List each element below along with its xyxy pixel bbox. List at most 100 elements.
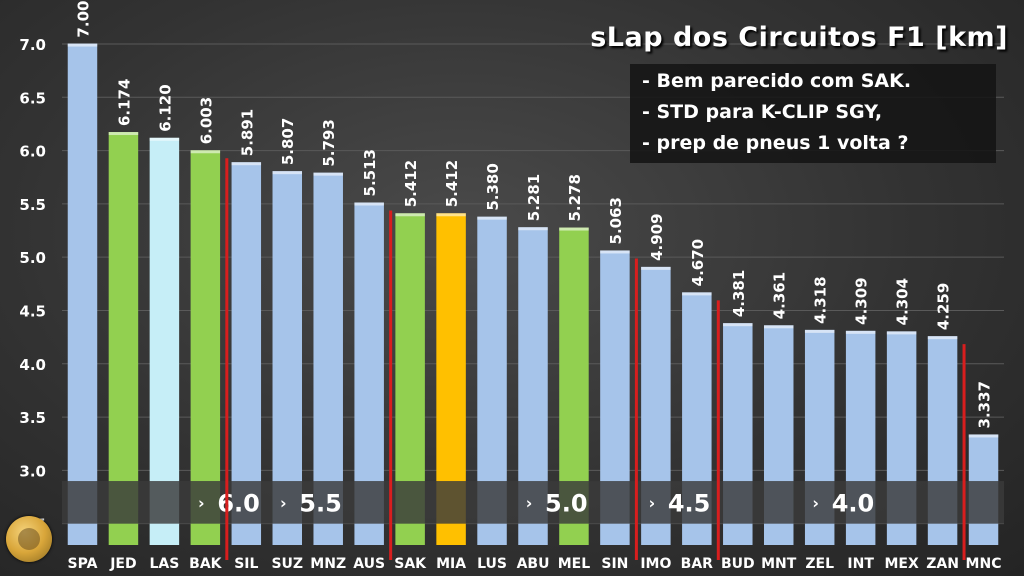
- x-tick-label: AUS: [353, 556, 385, 572]
- bar: [108, 132, 139, 545]
- x-tick-label: BAK: [189, 556, 223, 572]
- bar-value-label: 5.513: [361, 149, 379, 196]
- bar-value-label: 4.318: [812, 276, 830, 323]
- bar-highlight: [559, 227, 589, 231]
- y-tick-label: 4.5: [19, 302, 46, 320]
- bar-value-label: 5.380: [484, 163, 502, 210]
- bar-value-label: 4.909: [648, 213, 666, 260]
- x-tick-label: MNZ: [310, 556, 346, 572]
- x-tick-label: SIN: [601, 556, 628, 572]
- chevron-icon: ›: [526, 493, 533, 512]
- bar-highlight: [682, 292, 712, 296]
- bar-highlight: [886, 331, 917, 335]
- x-tick-label: SAK: [394, 556, 427, 572]
- y-tick-label: 5.5: [19, 196, 46, 214]
- bar: [67, 43, 98, 546]
- notes-box: - Bem parecido com SAK. - STD para K-CLI…: [630, 64, 996, 163]
- x-tick-label: BUD: [721, 556, 755, 572]
- bar-value-label: 6.174: [115, 79, 133, 126]
- bar-highlight: [313, 172, 343, 176]
- y-tick-label: 6.0: [19, 143, 46, 161]
- band-label: 4.5: [668, 489, 711, 517]
- y-tick-label: 7.0: [19, 36, 46, 54]
- x-tick-label: MNC: [966, 556, 1002, 572]
- bar-highlight: [395, 213, 425, 217]
- x-tick-label: MEX: [884, 556, 918, 572]
- bar-highlight: [968, 434, 999, 438]
- bar-highlight: [272, 171, 303, 175]
- x-tick-label: BAR: [681, 556, 714, 572]
- bar-value-label: 4.381: [730, 270, 748, 317]
- bar-highlight: [518, 227, 548, 231]
- band-label: 5.0: [545, 489, 588, 517]
- bar-value-label: 4.309: [853, 277, 871, 324]
- note-line-3: - prep de pneus 1 volta ?: [642, 132, 909, 154]
- bar-value-label: 5.412: [443, 160, 461, 207]
- chevron-icon: ›: [280, 493, 287, 512]
- x-tick-label: ZAN: [926, 556, 959, 572]
- channel-logo-icon: [6, 516, 52, 562]
- bar-highlight: [190, 150, 221, 154]
- y-tick-label: 3.0: [19, 462, 46, 480]
- y-tick-label: 6.5: [19, 89, 46, 107]
- y-tick-label: 4.0: [19, 356, 46, 374]
- x-tick-label: ZEL: [805, 556, 834, 572]
- bar-highlight: [436, 213, 466, 217]
- bar-highlight: [641, 266, 671, 270]
- bar: [149, 137, 180, 545]
- bar-value-label: 4.304: [894, 278, 912, 325]
- bar-value-label: 5.807: [279, 118, 297, 165]
- x-tick-label: SPA: [68, 556, 98, 572]
- x-tick-label: MEL: [558, 556, 590, 572]
- x-tick-label: MIA: [436, 556, 466, 572]
- bar-value-label: 4.361: [771, 272, 789, 319]
- bar-highlight: [927, 336, 958, 340]
- bar-value-label: 4.670: [689, 239, 707, 286]
- band-label: 5.5: [299, 489, 342, 517]
- x-tick-label: IMO: [640, 556, 671, 572]
- bar-highlight: [231, 162, 262, 166]
- bar-value-label: 4.259: [935, 283, 953, 330]
- y-tick-label: 5.0: [19, 249, 46, 267]
- threshold-band: [62, 481, 1004, 524]
- bar-highlight: [354, 202, 384, 206]
- chevron-icon: ›: [198, 493, 205, 512]
- note-line-2: - STD para K-CLIP SGY,: [642, 101, 883, 123]
- x-tick-label: JED: [109, 556, 136, 572]
- bar-highlight: [845, 330, 876, 334]
- bar-value-label: 5.278: [566, 174, 584, 221]
- x-tick-label: INT: [847, 556, 874, 572]
- bar-value-label: 3.337: [976, 381, 994, 428]
- bar-highlight: [763, 325, 794, 329]
- bar-highlight: [723, 323, 753, 327]
- bar-value-label: 5.412: [402, 160, 420, 207]
- x-tick-label: SUZ: [271, 556, 303, 572]
- chart-title: sLap dos Circuitos F1 [km]: [590, 22, 1008, 53]
- bar-value-label: 6.120: [156, 84, 174, 131]
- x-tick-label: SIL: [234, 556, 258, 572]
- bar-highlight: [804, 329, 835, 333]
- bar-value-label: 6.003: [197, 97, 215, 144]
- bar-value-label: 5.281: [525, 174, 543, 221]
- band-label: 4.0: [832, 489, 875, 517]
- x-tick-label: LUS: [477, 556, 507, 572]
- bar-highlight: [108, 132, 139, 136]
- bar-value-label: 5.793: [320, 119, 338, 166]
- bar-highlight: [477, 216, 507, 220]
- bar-highlight: [67, 43, 98, 47]
- bar-value-label: 5.063: [607, 197, 625, 244]
- bar-highlight: [149, 137, 180, 141]
- bar-value-label: 7.004: [74, 0, 92, 38]
- x-tick-label: LAS: [149, 556, 179, 572]
- note-line-1: - Bem parecido com SAK.: [642, 70, 912, 92]
- x-tick-label: ABU: [517, 556, 550, 572]
- x-tick-label: MNT: [761, 556, 797, 572]
- band-label: 6.0: [217, 489, 260, 517]
- chevron-icon: ›: [812, 493, 819, 512]
- bar-highlight: [600, 250, 630, 254]
- bar-value-label: 5.891: [238, 109, 256, 156]
- y-tick-label: 3.5: [19, 409, 46, 427]
- bar: [190, 150, 221, 545]
